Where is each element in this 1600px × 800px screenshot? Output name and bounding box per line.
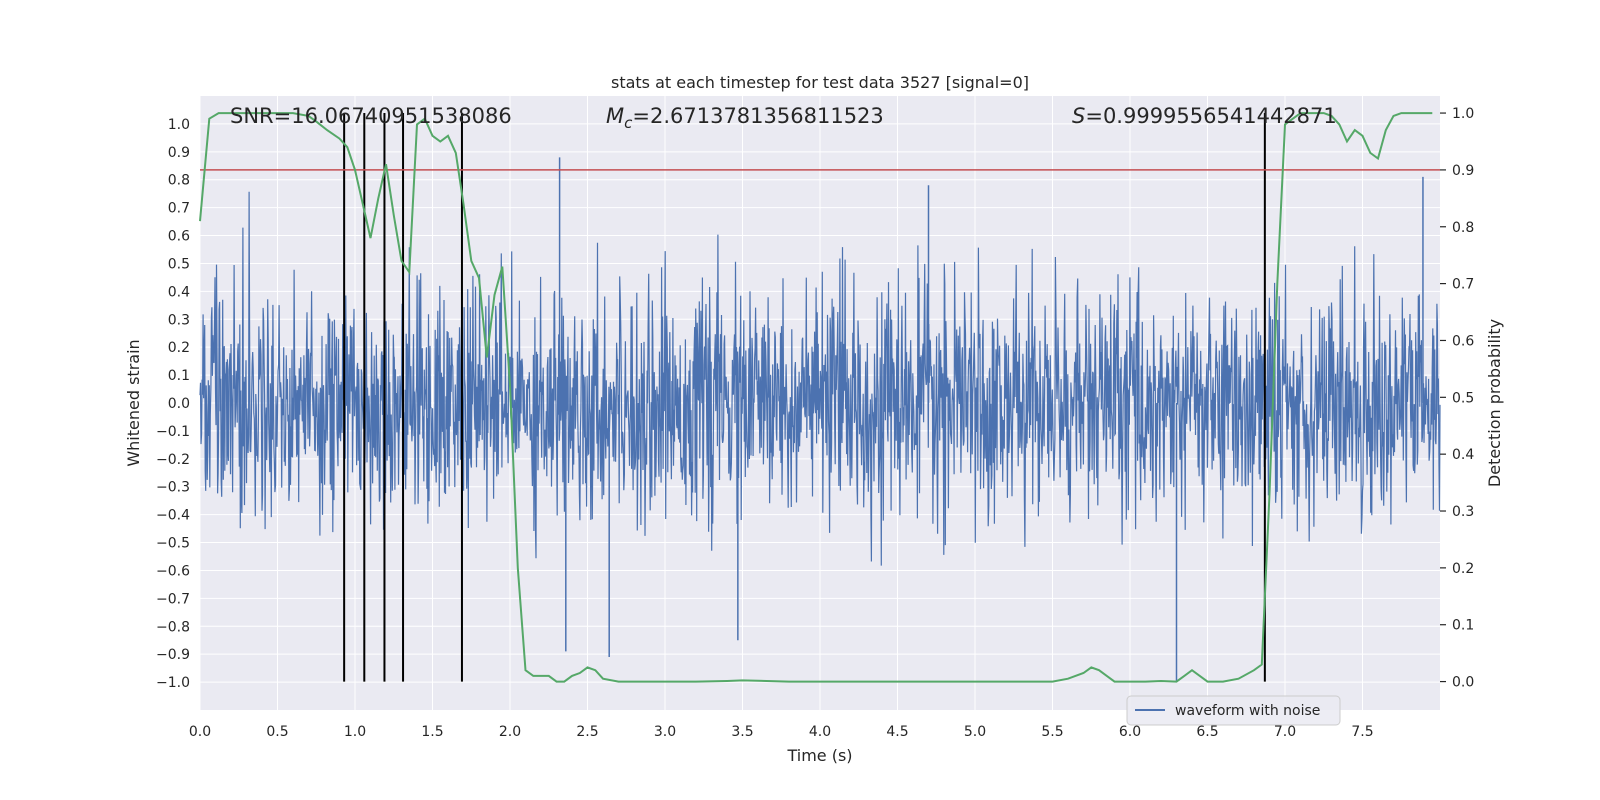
detection-markers: [343, 113, 1266, 682]
x-tick-label: 0.5: [266, 724, 288, 740]
x-tick-label: 5.5: [1041, 724, 1063, 740]
left-tick-label: 0.0: [168, 396, 190, 412]
probability-line: [199, 112, 1433, 683]
right-tick-label: 1.0: [1452, 106, 1474, 122]
right-tick-label: 0.8: [1452, 220, 1474, 236]
left-tick-label: 0.9: [168, 145, 190, 161]
waveform-line: [199, 191, 1441, 566]
left-tick-label: 0.6: [168, 229, 190, 245]
left-axis-ticks: 1.0 0.9 0.8 0.7 0.6 0.5 0.4 0.3 0.2 0.1 0.0 −0.1 −0.…: [156, 117, 190, 691]
left-tick-label: −0.3: [156, 480, 190, 496]
chirp-mass-value: =2.6713781356811523: [632, 104, 883, 128]
right-axis-ticks: 1.0 0.9 0.8 0.7 0.6 0.5 0.4 0.3 0.2 0.1 0.0: [1440, 106, 1474, 691]
x-tick-label: 5.0: [964, 724, 986, 740]
x-tick-label: 1.5: [421, 724, 443, 740]
x-axis-ticks: 0.0 0.5 1.0 1.5 2.0 2.5 3.0 3.5 4.0 4.5 5.0 5.5 6.0 6…: [189, 724, 1374, 740]
chirp-mass-symbol: M: [606, 104, 624, 128]
chirp-mass-annotation: Mc=2.6713781356811523: [606, 104, 884, 132]
right-tick-label: 0.4: [1452, 447, 1474, 463]
right-tick-label: 0.2: [1452, 561, 1474, 577]
x-tick-label: 3.0: [654, 724, 676, 740]
left-tick-label: −0.8: [156, 619, 190, 635]
left-tick-label: −0.9: [156, 647, 190, 663]
left-tick-label: 0.7: [168, 201, 190, 217]
left-tick-label: −0.4: [156, 508, 190, 524]
x-tick-label: 6.0: [1119, 724, 1141, 740]
right-tick-label: 0.5: [1452, 390, 1474, 406]
x-tick-label: 7.0: [1274, 724, 1296, 740]
chart-title: stats at each timestep for test data 352…: [611, 73, 1029, 92]
left-tick-label: 0.8: [168, 173, 190, 189]
right-axis-label: Detection probability: [1485, 319, 1504, 487]
score-symbol: S: [1072, 104, 1085, 128]
right-tick-label: 0.0: [1452, 675, 1474, 691]
x-tick-label: 3.5: [731, 724, 753, 740]
left-tick-label: 0.4: [168, 284, 190, 300]
left-tick-label: 0.5: [168, 256, 190, 272]
right-tick-label: 0.3: [1452, 504, 1474, 520]
left-tick-label: 0.1: [168, 368, 190, 384]
x-tick-label: 1.0: [344, 724, 366, 740]
x-tick-label: 4.0: [809, 724, 831, 740]
x-tick-label: 6.5: [1196, 724, 1218, 740]
score-annotation: S=0.9999556541442871: [1072, 104, 1337, 128]
snr-annotation: SNR=16.06740951538086: [230, 104, 512, 128]
score-value: =0.9999556541442871: [1085, 104, 1336, 128]
left-tick-label: 0.3: [168, 312, 190, 328]
legend-box: [1126, 695, 1341, 726]
right-tick-label: 0.1: [1452, 618, 1474, 634]
left-tick-label: −0.2: [156, 452, 190, 468]
x-axis-label: Time (s): [786, 746, 852, 765]
x-tick-label: 0.0: [189, 724, 211, 740]
left-tick-label: 1.0: [168, 117, 190, 133]
left-tick-label: −0.7: [156, 591, 190, 607]
left-tick-label: 0.2: [168, 340, 190, 356]
left-tick-label: −0.6: [156, 563, 190, 579]
x-tick-label: 2.5: [576, 724, 598, 740]
left-tick-label: −0.5: [156, 536, 190, 552]
right-tick-label: 0.9: [1452, 163, 1474, 179]
right-tick-label: 0.7: [1452, 277, 1474, 293]
left-tick-label: −0.1: [156, 424, 190, 440]
left-tick-label: −1.0: [156, 675, 190, 691]
right-tick-label: 0.6: [1452, 333, 1474, 349]
x-tick-label: 7.5: [1351, 724, 1373, 740]
x-tick-label: 2.0: [499, 724, 521, 740]
legend-label-waveform: waveform with noise: [1175, 703, 1320, 719]
x-tick-label: 4.5: [886, 724, 908, 740]
left-axis-label: Whitened strain: [124, 339, 143, 466]
chirp-mass-subscript: c: [624, 114, 633, 132]
legend: waveform with noise: [1126, 695, 1341, 726]
